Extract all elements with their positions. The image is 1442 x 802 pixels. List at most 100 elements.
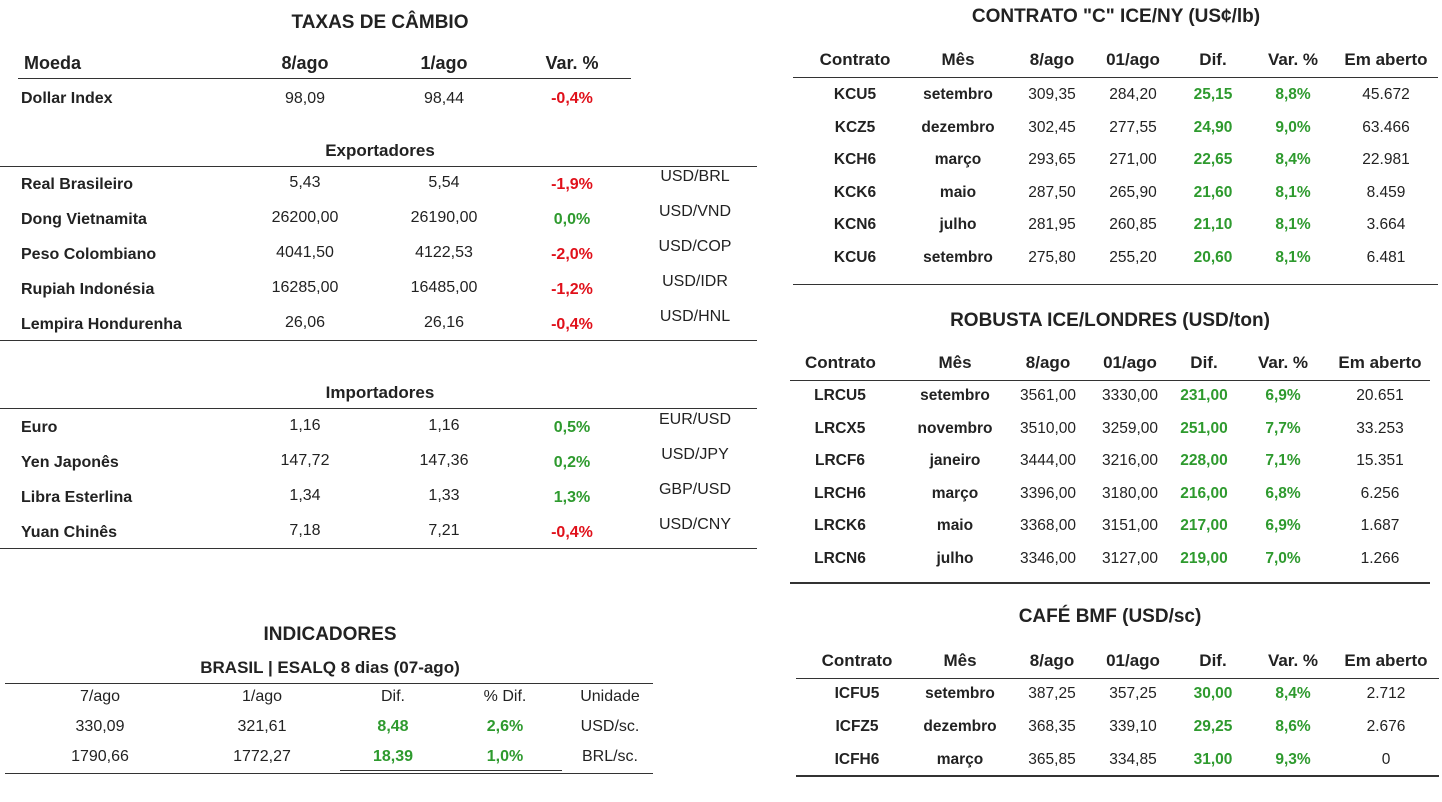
indicator-cell: 1772,27	[233, 748, 291, 765]
currency-rate-previous: 16485,00	[410, 279, 478, 296]
london-cell: 1.687	[1360, 517, 1400, 535]
ny-cell: KCU5	[833, 86, 877, 103]
currency-rate-current: 1,16	[289, 417, 321, 434]
ny-header-divider	[793, 77, 1438, 78]
bmf-cell: 334,85	[1109, 751, 1157, 768]
london-header: Dif.	[1190, 353, 1218, 372]
ny-cell: KCK6	[833, 183, 877, 201]
currency-rate-current: 5,43	[289, 174, 321, 191]
currency-pair: GBP/USD	[658, 481, 731, 498]
indicator-cell: 1,0%	[486, 748, 524, 765]
bmf-cell: 8,6%	[1275, 718, 1311, 735]
currency-rate-current: 7,18	[289, 522, 321, 539]
ny-cell: dezembro	[921, 118, 995, 136]
bmf-cell: 357,25	[1109, 685, 1157, 702]
indicator-header: Dif.	[381, 688, 405, 705]
currency-pair: USD/JPY	[661, 446, 729, 463]
ny-cell: julho	[939, 216, 977, 233]
london-cell: 33.253	[1356, 419, 1404, 437]
bmf-header: Em aberto	[1344, 651, 1428, 670]
indicator-cell: 18,39	[372, 748, 414, 765]
ny-header: Mês	[941, 50, 975, 69]
bmf-cell: ICFU5	[834, 685, 880, 702]
ny-cell: 255,20	[1109, 248, 1157, 266]
indicator-cell: USD/sc.	[580, 718, 640, 735]
london-cell: 3510,00	[1019, 419, 1077, 437]
dollar-index-name: Dollar Index	[21, 90, 113, 107]
currency-rate-current: 4041,50	[276, 244, 334, 261]
ny-header: 01/ago	[1106, 50, 1160, 69]
london-cell: 219,00	[1180, 550, 1228, 567]
currency-variation: -2,0%	[551, 246, 593, 263]
currency-name: Yuan Chinês	[21, 524, 118, 541]
london-header: Var. %	[1257, 353, 1309, 372]
currency-name: Dong Vietnamita	[21, 211, 147, 228]
currency-pair: USD/CNY	[658, 516, 731, 533]
ny-cell: 8.459	[1366, 183, 1406, 201]
ny-bottom-line	[793, 284, 1438, 285]
ny-cell: maio	[939, 183, 977, 201]
london-header: 01/ago	[1103, 353, 1157, 372]
bmf-cell: 387,25	[1028, 685, 1076, 702]
fx-header-date2: 1/ago	[420, 53, 468, 73]
london-header: 8/ago	[1025, 353, 1071, 372]
currency-rate-previous: 5,54	[428, 174, 460, 191]
fx-header-date1: 8/ago	[281, 53, 329, 73]
london-cell: 3216,00	[1101, 452, 1159, 470]
currency-variation: 0,2%	[553, 454, 591, 471]
currency-variation: 1,3%	[553, 489, 591, 506]
bmf-header-divider	[796, 678, 1439, 679]
indicators-title: INDICADORES	[263, 624, 397, 645]
ny-cell: 20,60	[1193, 248, 1233, 266]
london-cell: 3444,00	[1019, 452, 1077, 470]
london-cell: LRCK6	[814, 517, 866, 535]
fx-header-moeda: Moeda	[24, 53, 82, 73]
ny-cell: 287,50	[1028, 183, 1076, 201]
currency-variation: -1,2%	[551, 281, 593, 298]
london-cell: 3346,00	[1019, 550, 1077, 567]
ny-header: Em aberto	[1344, 50, 1428, 69]
bmf-cell: 2.676	[1366, 718, 1406, 735]
ny-cell: 3.664	[1366, 216, 1406, 233]
currency-rate-previous: 26190,00	[410, 209, 478, 226]
london-cell: 7,1%	[1265, 452, 1301, 470]
ny-cell: 309,35	[1028, 86, 1076, 103]
bmf-cell: 368,35	[1028, 718, 1076, 735]
currency-rate-previous: 4122,53	[415, 244, 473, 261]
bmf-header: Mês	[943, 651, 977, 670]
london-cell: LRCU5	[814, 387, 866, 404]
ny-cell: KCN6	[833, 216, 877, 233]
bmf-cell: março	[936, 751, 984, 768]
london-bottom-line	[790, 582, 1430, 584]
dollar-index-v1: 98,09	[284, 90, 326, 107]
currency-pair: EUR/USD	[658, 411, 731, 428]
ny-cell: 25,15	[1193, 86, 1233, 103]
bmf-cell: 2.712	[1366, 685, 1406, 702]
ny-header: 8/ago	[1029, 50, 1075, 69]
ny-cell: KCZ5	[834, 118, 876, 136]
indicator-cell: 2,6%	[486, 718, 524, 735]
currency-pair: USD/HNL	[659, 308, 731, 325]
indicator-cell: 330,09	[75, 718, 125, 735]
bmf-header: Dif.	[1199, 651, 1227, 670]
importers-bottom-line	[0, 548, 757, 549]
currency-rate-current: 147,72	[280, 452, 330, 469]
indicator-header: 1/ago	[241, 688, 283, 705]
ny-cell: setembro	[923, 86, 993, 103]
currency-name: Real Brasileiro	[21, 176, 134, 193]
london-cell: 3151,00	[1101, 517, 1159, 535]
ny-cell: 302,45	[1028, 118, 1076, 136]
bmf-cell: 30,00	[1193, 685, 1233, 702]
ny-cell: 45.672	[1362, 86, 1410, 103]
london-cell: 216,00	[1180, 484, 1228, 502]
london-cell: maio	[936, 517, 974, 535]
currency-name: Libra Esterlina	[21, 489, 133, 506]
dollar-index-v2: 98,44	[423, 90, 465, 107]
london-cell: janeiro	[929, 452, 981, 470]
currency-rate-current: 16285,00	[271, 279, 339, 296]
bmf-cell: 9,3%	[1275, 751, 1311, 768]
london-cell: LRCN6	[814, 550, 866, 567]
fx-title: TAXAS DE CÂMBIO	[291, 12, 469, 33]
importers-title: Importadores	[325, 383, 435, 402]
ny-cell: setembro	[923, 248, 993, 266]
